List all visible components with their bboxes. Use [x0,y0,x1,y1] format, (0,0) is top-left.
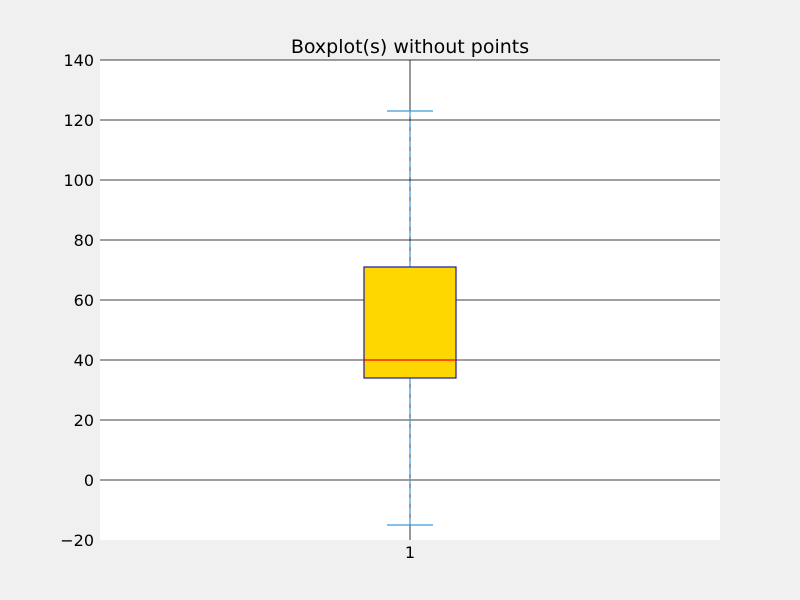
x-tick-label: 1 [405,543,415,562]
y-tick-label: 20 [74,411,94,430]
y-tick-label: 120 [63,111,94,130]
y-tick-label: 100 [63,171,94,190]
box-group [363,110,457,526]
y-tick-label: −20 [60,531,94,550]
y-tick-label: 60 [74,291,94,310]
y-tick-label: 0 [84,471,94,490]
chart-title: Boxplot(s) without points [291,36,529,58]
box-series [363,110,457,526]
y-tick-label: 40 [74,351,94,370]
y-tick-label: 80 [74,231,94,250]
axes: −20 0 20 40 60 80 100 120 140 1 [60,51,415,562]
y-tick-label: 140 [63,51,94,70]
iqr-box [363,266,457,379]
